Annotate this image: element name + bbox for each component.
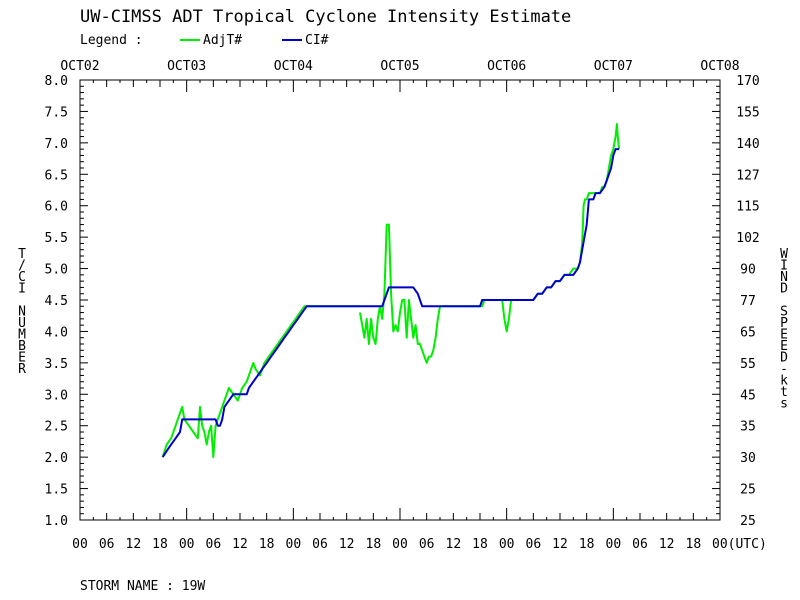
bottom-hour-label: 00 [606,537,622,552]
top-date-labels: OCT02 OCT03 OCT04 OCT05 OCT06 OCT07 OCT08 [60,59,739,74]
right-tick-label: 140 [736,137,759,152]
right-tick-label: 45 [740,388,756,403]
bottom-hour-label: 06 [206,537,222,552]
top-date-label: OCT05 [380,59,419,74]
top-date-label: OCT07 [594,59,633,74]
legend: Legend : AdjT# CI# [80,33,329,48]
right-axis-tick-labels: 25 25 30 35 45 55 65 77 90 102 115 127 140 155 170 [736,74,759,529]
top-date-label: OCT06 [487,59,526,74]
left-tick-label: 6.5 [45,168,68,183]
right-tick-label: 25 [740,514,756,529]
series-layer [161,123,621,459]
bottom-hour-label: 18 [686,537,702,552]
bottom-hour-labels: 00 06 12 18 00 06 12 18 00 06 12 18 00 06 12 18 00 06 12 18… [72,537,767,552]
right-tick-label: 65 [740,325,756,340]
left-tick-label: 5.0 [45,263,68,278]
bottom-hour-label: 18 [472,537,488,552]
storm-name-label: STORM NAME : 19W [80,579,205,594]
right-tick-label: 25 [740,483,756,498]
left-tick-label: 7.5 [45,105,68,120]
bottom-hour-label: 12 [446,537,462,552]
series-line-ci [161,148,620,458]
right-tick-label: 115 [736,200,759,215]
bottom-hour-label: 12 [126,537,142,552]
left-tick-label: 3.0 [45,388,68,403]
bottom-hour-label: 06 [419,537,435,552]
bottom-hour-label: 06 [526,537,542,552]
bottom-hour-label: 00(UTC) [712,537,767,552]
right-tick-label: 77 [740,294,756,309]
bottom-hour-label: 00 [392,537,408,552]
left-tick-label: 7.0 [45,137,68,152]
series-line-adjt [359,223,441,364]
left-tick-label: 3.5 [45,357,68,372]
left-tick-label: 1.0 [45,514,68,529]
left-tick-label: 4.0 [45,325,68,340]
top-date-label: OCT02 [60,59,99,74]
right-tick-label: 102 [736,231,759,246]
bottom-hour-label: 12 [659,537,675,552]
bottom-hour-label: 12 [232,537,248,552]
right-tick-label: 35 [740,420,756,435]
legend-label: Legend : [80,33,143,48]
bottom-hour-label: 12 [552,537,568,552]
left-tick-label: 8.0 [45,74,68,89]
bottom-hour-label: 00 [72,537,88,552]
top-date-label: OCT08 [700,59,739,74]
legend-entry-adjt: AdjT# [203,33,242,48]
series-line-adjt [161,305,360,459]
bottom-hour-label: 18 [152,537,168,552]
left-tick-label: 1.5 [45,483,68,498]
chart-title: UW-CIMSS ADT Tropical Cyclone Intensity … [80,7,571,27]
bottom-hour-label: 00 [286,537,302,552]
legend-entry-ci: CI# [305,33,329,48]
bottom-hour-label: 12 [339,537,355,552]
left-tick-label: 4.5 [45,294,68,309]
axis-ticks [79,79,721,521]
left-tick-label: 6.0 [45,200,68,215]
bottom-hour-label: 06 [632,537,648,552]
right-tick-label: 90 [740,263,756,278]
bottom-hour-label: 06 [312,537,328,552]
right-tick-label: 170 [736,74,759,89]
bottom-hour-label: 18 [366,537,382,552]
top-date-label: OCT03 [167,59,206,74]
bottom-hour-label: 00 [499,537,515,552]
right-tick-label: 55 [740,357,756,372]
top-date-label: OCT04 [274,59,313,74]
left-tick-label: 2.5 [45,420,68,435]
left-tick-label: 2.0 [45,451,68,466]
right-tick-label: 127 [736,168,759,183]
bottom-hour-label: 18 [259,537,275,552]
right-tick-label: 155 [736,105,759,120]
right-tick-label: 30 [740,451,756,466]
left-tick-label: 5.5 [45,231,68,246]
bottom-hour-label: 18 [579,537,595,552]
left-axis-tick-labels: 1.0 1.5 2.0 2.5 3.0 3.5 4.0 4.5 5.0 5.5 6.0 6.5 7.0 7… [45,74,68,529]
bottom-hour-label: 00 [179,537,195,552]
bottom-hour-label: 06 [99,537,115,552]
